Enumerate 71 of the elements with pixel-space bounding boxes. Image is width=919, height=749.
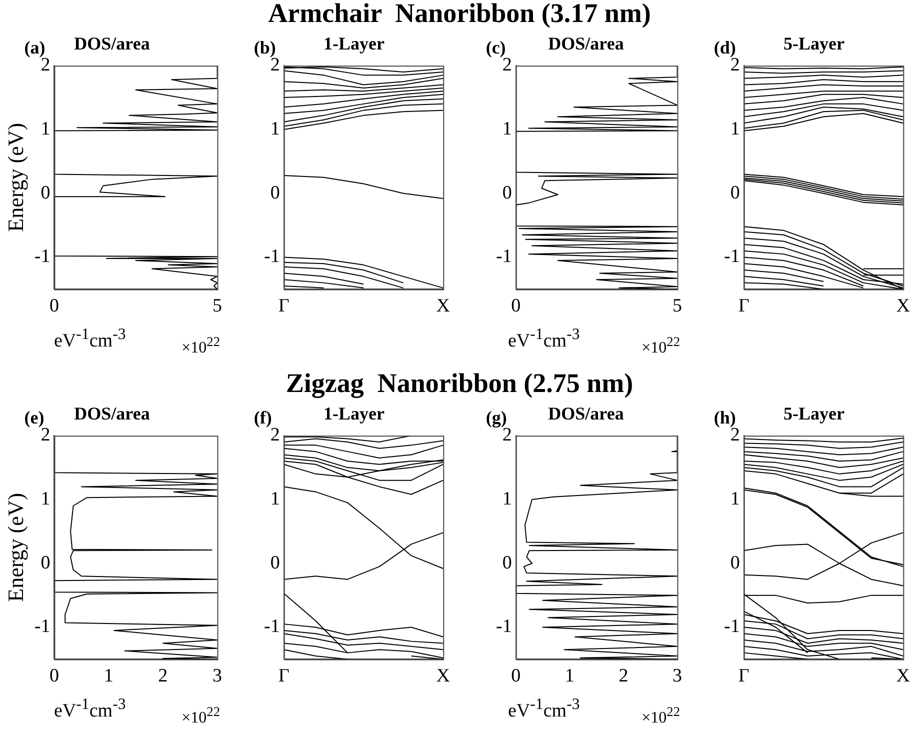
y-tick-label: -1 <box>496 246 512 268</box>
text: (g) <box>486 407 507 428</box>
y-tick-label: -1 <box>34 246 50 268</box>
y-tick-label: 2 <box>40 424 50 446</box>
y-tick-label: 0 <box>502 182 512 204</box>
chart-title: 1-Layer <box>324 33 384 54</box>
x-tick-label: 2 <box>618 666 628 687</box>
y-tick-label: 1 <box>730 118 740 140</box>
x-tick-label: 3 <box>212 666 222 687</box>
y-tick-label: 0 <box>270 182 280 204</box>
text: ×10$^{22}$ <box>642 334 680 358</box>
y-axis-title: Energy (eV) <box>2 492 28 602</box>
y-tick-label: 0 <box>730 182 740 204</box>
x-tick-label: Γ <box>278 666 290 687</box>
text: ×10$^{22}$ <box>182 334 220 358</box>
y-tick-label: 0 <box>502 552 512 574</box>
x-tick-label: 5 <box>672 296 682 317</box>
x-tick-label: 2 <box>158 666 168 687</box>
text: (h) <box>714 407 736 428</box>
x-tick-label: X <box>436 666 450 687</box>
x-tick-label: 1 <box>104 666 114 687</box>
text: ×10$^{22}$ <box>182 704 220 728</box>
x-tick-label: Γ <box>738 296 750 317</box>
x-axis-title: eV$^{-1}$cm$^{-3}$ <box>508 326 580 352</box>
y-tick-label: 1 <box>502 488 512 510</box>
x-tick-label: X <box>896 296 910 317</box>
x-axis-title: eV$^{-1}$cm$^{-3}$ <box>508 696 580 722</box>
x-tick-label: Γ <box>738 666 750 687</box>
y-tick-label: 0 <box>40 552 50 574</box>
chart-title: DOS/area <box>548 403 624 424</box>
y-tick-label: 0 <box>730 552 740 574</box>
text: Armchair Nanoribbon (3.17 nm) <box>267 0 652 29</box>
x-tick-label: 1 <box>564 666 574 687</box>
text: Zigzag Nanoribbon (2.75 nm) <box>284 368 634 399</box>
y-tick-label: 2 <box>502 54 512 76</box>
y-tick-label: 1 <box>40 118 50 140</box>
y-tick-label: -1 <box>496 616 512 638</box>
y-tick-label: -1 <box>724 616 740 638</box>
text: (a) <box>24 37 46 58</box>
x-axis-title: eV$^{-1}$cm$^{-3}$ <box>54 696 126 722</box>
chart-title: DOS/area <box>74 403 150 424</box>
y-tick-label: -1 <box>724 246 740 268</box>
x-tick-label: 5 <box>212 296 222 317</box>
x-tick-label: Γ <box>278 296 290 317</box>
y-tick-label: 2 <box>270 424 280 446</box>
text: ×10$^{22}$ <box>642 704 680 728</box>
y-tick-label: 0 <box>270 552 280 574</box>
y-tick-label: 1 <box>730 488 740 510</box>
chart-title: DOS/area <box>74 33 150 54</box>
chart-title: 5-Layer <box>784 33 844 54</box>
y-axis-title: Energy (eV) <box>2 122 28 232</box>
y-tick-label: 1 <box>270 118 280 140</box>
y-tick-label: 1 <box>270 488 280 510</box>
x-tick-label: X <box>436 296 450 317</box>
y-tick-label: -1 <box>264 246 280 268</box>
text: (b) <box>254 37 276 58</box>
chart-title: DOS/area <box>548 33 624 54</box>
text: (d) <box>714 37 736 58</box>
y-tick-label: -1 <box>264 616 280 638</box>
x-tick-label: X <box>896 666 910 687</box>
text: (e) <box>24 407 44 428</box>
chart-title: 1-Layer <box>324 403 384 424</box>
y-tick-label: -1 <box>34 616 50 638</box>
text: (f) <box>254 407 272 428</box>
y-tick-label: 0 <box>40 182 50 204</box>
chart-title: 5-Layer <box>784 403 844 424</box>
x-axis-title: eV$^{-1}$cm$^{-3}$ <box>54 326 126 352</box>
y-tick-label: 1 <box>40 488 50 510</box>
text: (c) <box>486 37 506 58</box>
y-tick-label: 1 <box>502 118 512 140</box>
x-tick-label: 3 <box>672 666 682 687</box>
